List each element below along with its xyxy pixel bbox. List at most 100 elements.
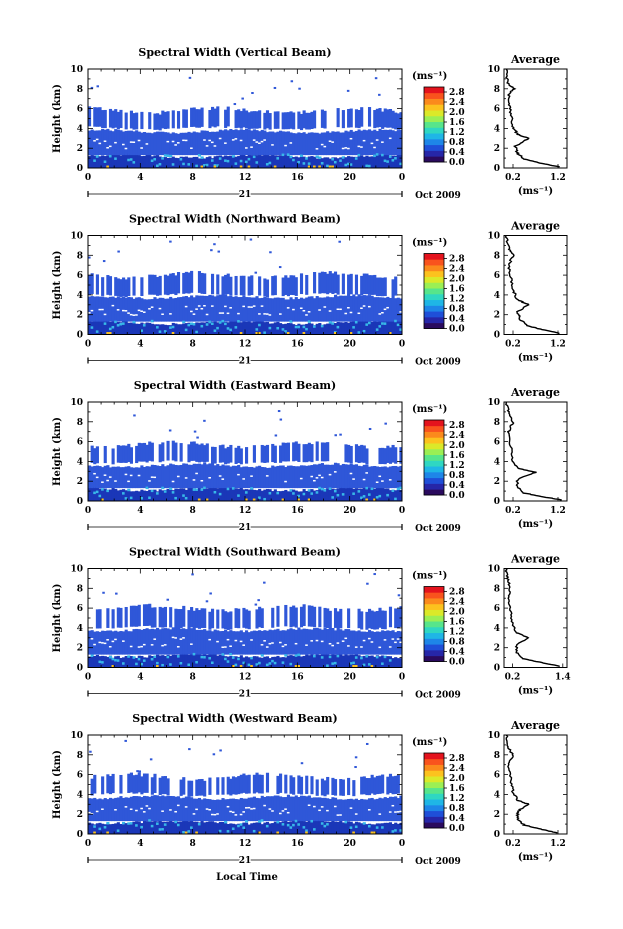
profile-x-tick-label: 0.2: [505, 673, 521, 683]
colorbar-segment: [424, 770, 444, 777]
y-tick-label: 6: [77, 271, 83, 281]
profile-y-tick-label: 2: [494, 644, 500, 654]
colorbar-tick-label: 1.2: [449, 461, 465, 471]
y-tick-label: 10: [70, 731, 83, 741]
colorbar-tick-label: 1.6: [449, 618, 465, 628]
colorbar-tick-label: 0.8: [449, 471, 465, 481]
x-tick-label: 4: [137, 173, 143, 183]
colorbar-tick-label: 0.0: [449, 325, 465, 335]
echo-field: [88, 238, 403, 335]
panel-1: Spectral Width (Vertical Beam)0 4 8 12 16 20 0…: [52, 46, 568, 202]
colorbar-tick-label: 0.8: [449, 638, 465, 648]
colorbar-segment: [424, 253, 444, 260]
average-profile: Average 0 2 4 6 8 10 0.2 1.2 (ms⁻¹): [487, 719, 568, 863]
profile-title: Average: [510, 719, 560, 732]
colorbar-tick-label: 0.0: [449, 824, 465, 834]
colorbar-segment: [424, 822, 444, 829]
day-label: 21: [239, 523, 252, 533]
colorbar-frame: [423, 752, 445, 829]
colorbar-segment: [424, 288, 444, 295]
month-label: Oct 2009: [415, 191, 461, 201]
colorbar-segment: [424, 282, 444, 289]
colorbar-segment: [424, 87, 444, 94]
y-axis-label: Height (km): [52, 750, 63, 819]
colorbar-tick-label: 1.6: [449, 285, 465, 295]
colorbar-tick-label: 0.4: [449, 315, 465, 325]
x-tick-label: 4: [137, 506, 143, 516]
colorbar-tick-label: 2.8: [449, 588, 465, 598]
colorbar-tick-label: 2.8: [449, 255, 465, 265]
colorbar-unit: (ms⁻¹): [412, 404, 447, 415]
day-label: 21: [239, 856, 252, 866]
panel-5: Spectral Width (Westward Beam)0 4 8 12 16 20 0…: [52, 712, 568, 883]
colorbar-tick-label: 1.2: [449, 794, 465, 804]
colorbar-segment: [424, 632, 444, 639]
echo-field: [88, 739, 403, 834]
colorbar-tick-label: 0.4: [449, 814, 465, 824]
colorbar-tick-label: 0.4: [449, 481, 465, 491]
colorbar-segment: [424, 293, 444, 301]
profile-x-label: (ms⁻¹): [518, 186, 553, 197]
colorbar-frame: [423, 253, 445, 329]
profile-line: [505, 401, 562, 501]
x-tick-label: 0: [85, 673, 91, 683]
profile-x-tick-label: 1.2: [550, 839, 566, 849]
profile-y-tick-label: 4: [494, 457, 500, 467]
colorbar-tick-label: 2.8: [449, 754, 465, 764]
colorbar-segment: [424, 638, 444, 645]
colorbar-tick-label: 1.2: [449, 128, 465, 138]
colorbar-segment: [424, 425, 444, 432]
x-tick-label: 8: [190, 506, 196, 516]
colorbar-segment: [424, 781, 444, 789]
profile-y-tick-label: 0: [494, 497, 500, 507]
colorbar-segment: [424, 804, 444, 812]
colorbar: 0.00.40.81.21.62.02.42.8(ms⁻¹): [412, 404, 465, 501]
colorbar-frame: [423, 86, 445, 163]
colorbar-tick-label: 2.0: [449, 441, 465, 451]
colorbar: 0.00.40.81.21.62.02.42.8(ms⁻¹): [412, 238, 465, 335]
colorbar-segment: [424, 810, 444, 817]
y-tick-label: 2: [77, 144, 83, 154]
colorbar-segment: [424, 758, 444, 765]
colorbar-tick-label: 1.2: [449, 295, 465, 305]
profile-y-tick-label: 8: [494, 418, 500, 428]
x-tick-label: 0: [399, 340, 405, 350]
x-tick-label: 0: [85, 839, 91, 849]
profile-y-tick-label: 10: [487, 565, 500, 575]
profile-y-tick-label: 8: [494, 251, 500, 261]
x-tick-label: 8: [190, 173, 196, 183]
colorbar-tick-label: 0.4: [449, 148, 465, 158]
colorbar-segment: [424, 322, 444, 329]
panel-title: Spectral Width (Eastward Beam): [134, 379, 336, 392]
colorbar-tick-label: 2.8: [449, 421, 465, 431]
x-tick-label: 20: [343, 340, 356, 350]
colorbar-segment: [424, 150, 444, 157]
x-tick-label: 8: [190, 839, 196, 849]
profile-line: [505, 68, 560, 168]
colorbar-segment: [424, 299, 444, 306]
y-axis-label: Height (km): [52, 84, 63, 153]
profile-x-tick-label: 0.2: [505, 173, 521, 183]
y-tick-label: 4: [77, 624, 83, 634]
profile-y-tick-label: 2: [494, 477, 500, 487]
colorbar-segment: [424, 437, 444, 444]
panel-title: Spectral Width (Vertical Beam): [138, 46, 331, 59]
colorbar-segment: [424, 615, 444, 622]
colorbar-segment: [424, 443, 444, 450]
colorbar-segment: [424, 265, 444, 272]
profile-x-tick-label: 0.2: [505, 839, 521, 849]
colorbar-segment: [424, 753, 444, 760]
profile-y-tick-label: 0: [494, 331, 500, 341]
colorbar-segment: [424, 133, 444, 140]
colorbar-segment: [424, 276, 444, 283]
colorbar-segment: [424, 644, 444, 651]
profile-title: Average: [510, 220, 560, 233]
colorbar-segment: [424, 586, 444, 593]
y-tick-label: 6: [77, 771, 83, 781]
y-tick-label: 2: [77, 311, 83, 321]
x-tick-label: 16: [291, 173, 304, 183]
y-tick-label: 10: [70, 65, 83, 75]
profile-x-tick-label: 1.2: [550, 506, 566, 516]
profile-y-tick-label: 4: [494, 624, 500, 634]
profile-title: Average: [510, 553, 560, 566]
